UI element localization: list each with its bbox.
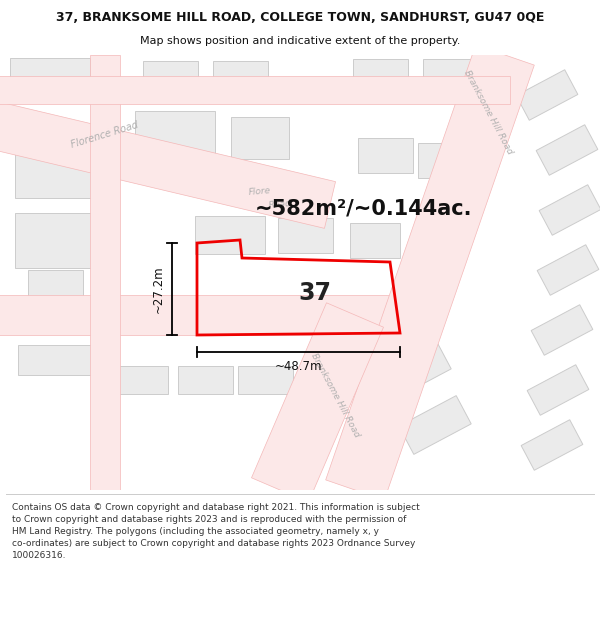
Bar <box>113 366 167 394</box>
Bar <box>212 61 268 83</box>
Text: 37: 37 <box>299 281 331 305</box>
Bar <box>358 138 413 172</box>
Bar <box>10 58 90 82</box>
Text: ~582m²/~0.144ac.: ~582m²/~0.144ac. <box>255 198 473 218</box>
Text: Branksome Hill Road: Branksome Hill Road <box>462 69 514 156</box>
Bar <box>399 396 471 454</box>
Bar <box>537 245 599 295</box>
Bar <box>350 222 400 258</box>
Bar <box>135 111 215 159</box>
Bar <box>231 117 289 159</box>
Polygon shape <box>326 45 535 500</box>
Bar <box>143 61 197 83</box>
Text: Flore: Flore <box>248 186 272 198</box>
Text: ~48.7m: ~48.7m <box>275 360 322 373</box>
Polygon shape <box>0 99 335 228</box>
Polygon shape <box>90 55 120 490</box>
Bar <box>527 365 589 415</box>
Bar <box>28 270 83 300</box>
Bar <box>238 366 293 394</box>
Polygon shape <box>251 302 383 502</box>
Bar <box>422 59 478 81</box>
Text: Map shows position and indicative extent of the property.: Map shows position and indicative extent… <box>140 36 460 46</box>
Bar <box>15 142 95 198</box>
Text: ~27.2m: ~27.2m <box>152 265 165 312</box>
Bar <box>521 420 583 470</box>
Bar <box>15 213 95 268</box>
Bar <box>353 59 407 81</box>
Text: 37, BRANKSOME HILL ROAD, COLLEGE TOWN, SANDHURST, GU47 0QE: 37, BRANKSOME HILL ROAD, COLLEGE TOWN, S… <box>56 11 544 24</box>
Bar <box>195 216 265 254</box>
Bar <box>17 345 92 375</box>
Bar <box>536 125 598 175</box>
Bar <box>379 341 451 399</box>
Polygon shape <box>0 76 510 104</box>
Text: Florence Road: Florence Road <box>70 120 140 150</box>
Text: Road: Road <box>268 199 292 211</box>
Bar <box>539 185 600 235</box>
Text: Branksome Hill Road: Branksome Hill Road <box>309 351 361 439</box>
Bar <box>277 217 332 252</box>
Bar <box>418 142 473 177</box>
Bar <box>516 70 578 120</box>
Bar <box>531 305 593 355</box>
Bar <box>298 368 353 396</box>
Polygon shape <box>0 295 430 335</box>
Bar <box>178 366 233 394</box>
Text: Contains OS data © Crown copyright and database right 2021. This information is : Contains OS data © Crown copyright and d… <box>12 504 420 560</box>
